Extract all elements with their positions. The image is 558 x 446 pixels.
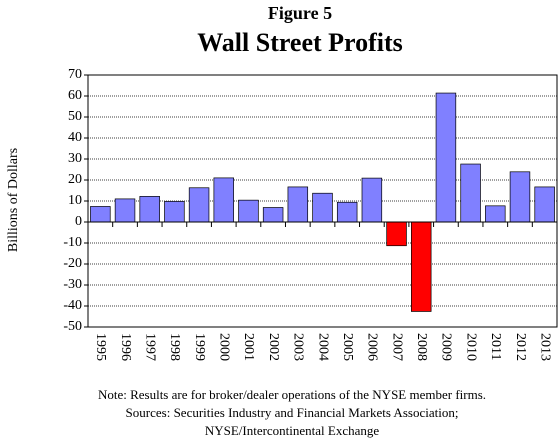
bar: [386, 221, 407, 247]
x-tick-label: 2005: [340, 333, 355, 361]
bar: [534, 186, 555, 223]
x-tick-label: 2009: [439, 333, 454, 361]
note: Sources: Securities Industry and Financi…: [126, 405, 459, 420]
bar: [90, 206, 111, 223]
y-tick-label: -20: [63, 256, 82, 271]
x-tick-label: 1996: [118, 333, 133, 361]
x-tick-label: 2006: [365, 333, 380, 361]
y-tick-label: 60: [68, 88, 82, 103]
bar: [485, 205, 506, 223]
y-tick-label: 20: [68, 172, 82, 187]
x-tick-label: 1999: [192, 333, 207, 361]
y-tick-label: -10: [63, 235, 82, 250]
bar: [238, 199, 259, 223]
bar: [460, 163, 481, 223]
x-tick-label: 2011: [488, 333, 503, 360]
bar: [164, 201, 185, 223]
bar: [312, 192, 333, 223]
x-tick-label: 2004: [315, 333, 330, 361]
y-tick-label: 70: [68, 67, 82, 82]
chart-title: Figure 5: [268, 3, 332, 23]
y-axis-label: Billions of Dollars: [6, 148, 21, 252]
bar: [509, 171, 531, 223]
x-tick-label: 2008: [414, 333, 429, 361]
y-tick-label: 50: [68, 109, 82, 124]
bar: [139, 196, 160, 223]
x-tick-label: 2001: [241, 333, 256, 361]
bar: [188, 187, 210, 223]
x-tick-label: 2000: [217, 333, 232, 361]
bar: [114, 198, 136, 223]
note: Note: Results are for broker/dealer oper…: [98, 387, 486, 402]
y-tick-label: -40: [63, 298, 82, 313]
note: NYSE/Intercontinental Exchange: [205, 423, 380, 438]
x-tick-label: 1997: [142, 333, 157, 361]
bar: [411, 221, 432, 312]
y-tick-label: 0: [75, 214, 82, 229]
x-tick-label: 2013: [537, 333, 552, 361]
bar: [435, 92, 457, 223]
y-tick-label: 40: [68, 130, 82, 145]
bar: [262, 207, 284, 223]
bar: [361, 177, 383, 223]
x-tick-label: 2002: [266, 333, 281, 361]
bar: [213, 177, 234, 223]
y-tick-label: -50: [63, 319, 82, 334]
x-tick-label: 1995: [93, 333, 108, 361]
y-tick-label: -30: [63, 277, 82, 292]
y-tick-label: 30: [68, 151, 82, 166]
x-tick-label: 1998: [167, 333, 182, 361]
y-tick-label: 10: [68, 193, 82, 208]
x-tick-label: 2007: [389, 333, 404, 361]
x-tick-label: 2003: [291, 333, 306, 361]
x-tick-label: 2010: [463, 333, 478, 361]
bar: [336, 201, 358, 223]
chart-subtitle: Wall Street Profits: [197, 28, 403, 57]
bar: [287, 186, 309, 223]
x-tick-label: 2012: [513, 333, 528, 361]
